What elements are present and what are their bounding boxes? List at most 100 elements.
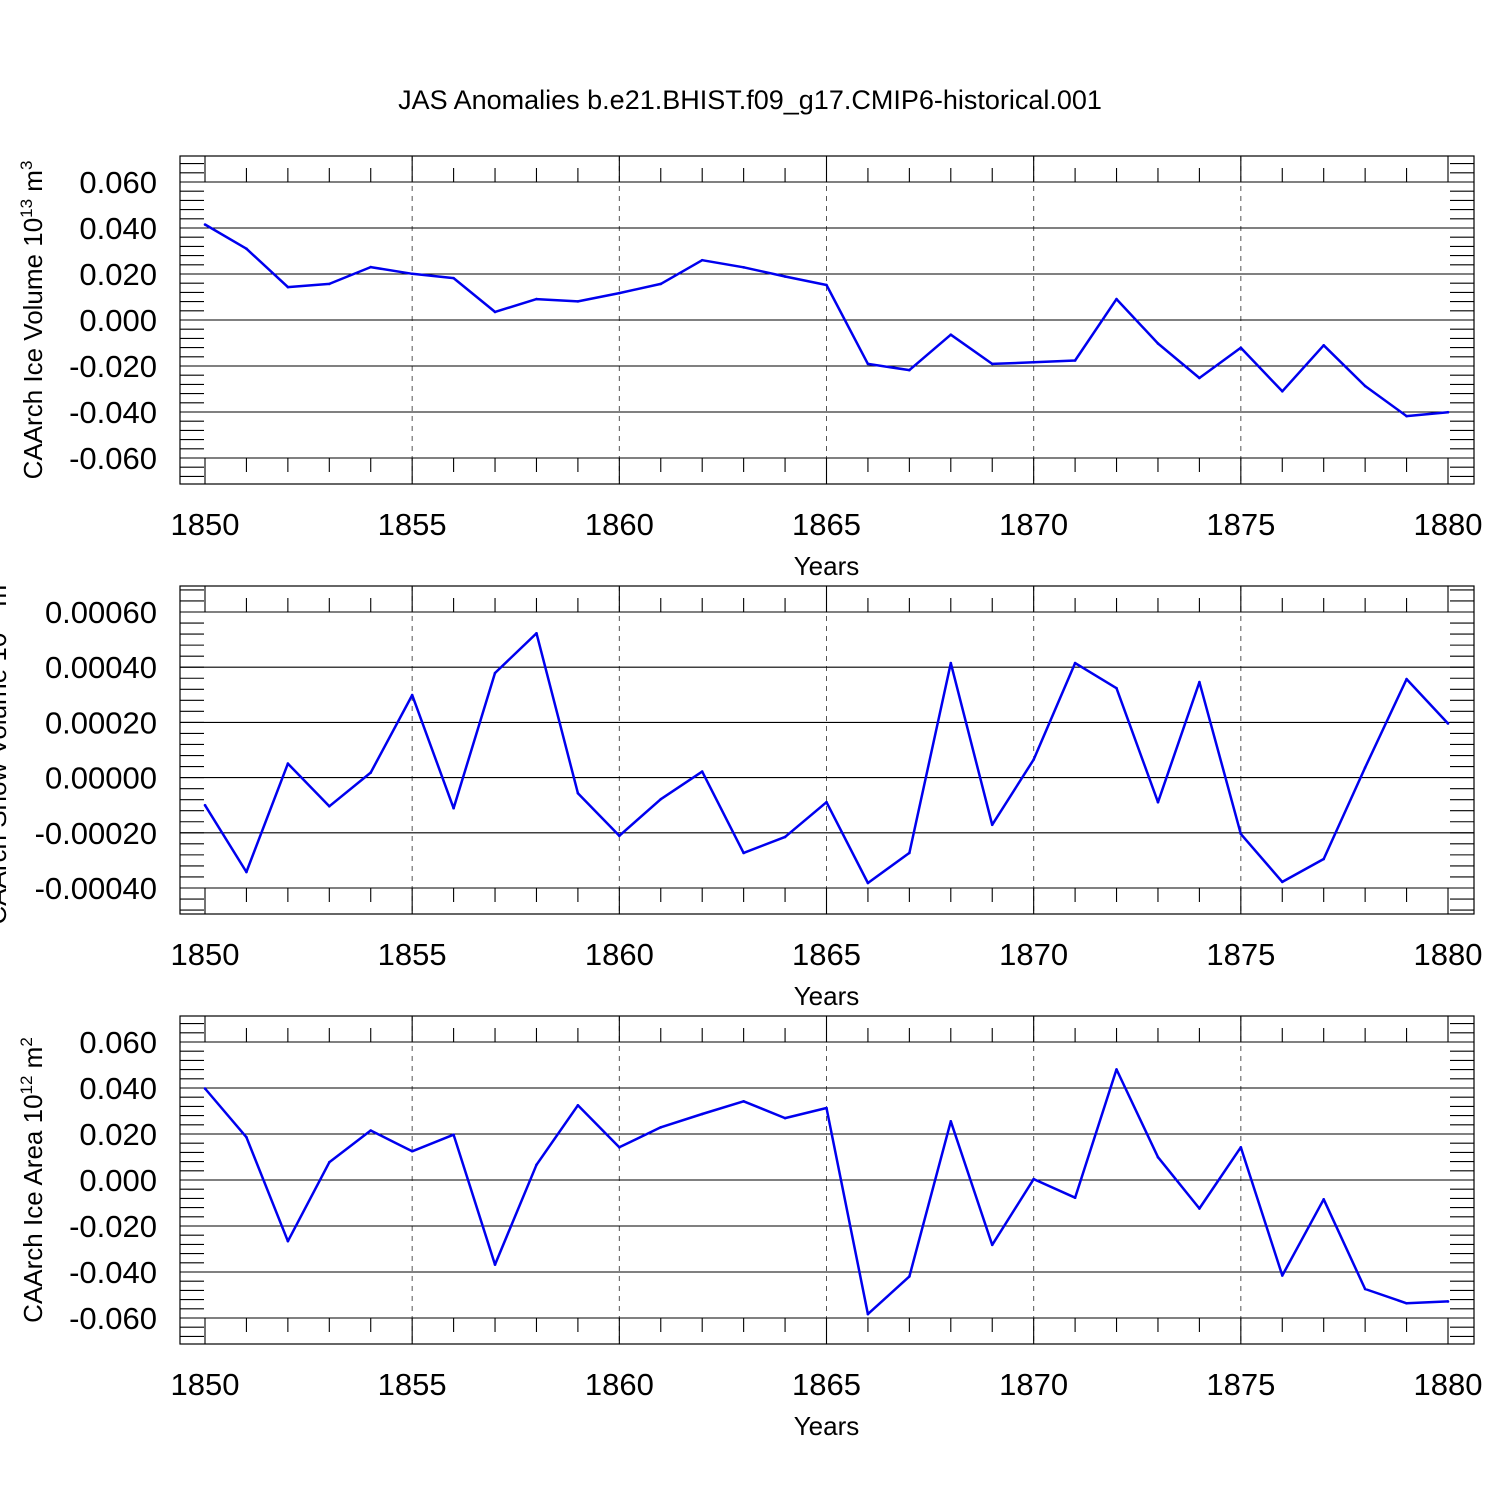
data-point: [535, 631, 538, 635]
data-point: [1032, 758, 1035, 761]
data-point: [203, 223, 207, 226]
y-axis-label-unit: m: [0, 585, 12, 614]
data-point: [245, 870, 248, 874]
x-tick-label: 1880: [1414, 937, 1483, 972]
x-axis-label: Years: [794, 1411, 860, 1441]
y-tick-label: 0.00000: [45, 761, 157, 796]
data-point: [1115, 686, 1118, 690]
data-point: [659, 1126, 663, 1129]
y-tick-label: -0.020: [69, 349, 157, 384]
data-point: [1073, 661, 1077, 665]
data-point: [1446, 410, 1450, 414]
y-tick-label: 0.00020: [45, 705, 157, 740]
x-tick-label: 1850: [171, 507, 240, 542]
panel-1: 0.060 0.040 0.020 0.000 -0.020 -0.040 -0.060 18…: [17, 155, 1483, 581]
data-point: [659, 282, 663, 286]
data-point: [1239, 346, 1243, 350]
data-point: [949, 661, 953, 665]
data-point: [493, 310, 497, 314]
data-point: [369, 265, 373, 269]
x-tick-label: 1880: [1414, 507, 1483, 542]
data-point: [1280, 390, 1284, 393]
data-point: [1322, 1198, 1325, 1201]
data-point: [286, 1239, 290, 1243]
data-point: [286, 762, 290, 765]
y-axis-label-text: CAArch Ice Area 10: [18, 1094, 48, 1322]
y-tick-label: -0.00040: [35, 871, 157, 906]
x-tick-label: 1865: [792, 937, 861, 972]
data-point: [1198, 376, 1201, 380]
y-tick-label: 0.040: [79, 211, 157, 246]
x-tick-label: 1855: [378, 507, 447, 542]
data-point: [1363, 1287, 1367, 1291]
y-tick-label: 0.060: [79, 1025, 157, 1060]
data-point: [452, 1133, 455, 1136]
data-point: [245, 247, 248, 250]
y-tick-label: 0.040: [79, 1071, 157, 1106]
data-point: [1280, 880, 1284, 884]
data-point: [618, 834, 621, 838]
data-point: [1115, 1068, 1118, 1071]
data-point: [825, 1106, 828, 1110]
data-point: [742, 1100, 745, 1103]
x-tick-label: 1850: [171, 937, 240, 972]
data-point: [576, 791, 580, 795]
y-axis-label: CAArch Snow Volume 1013 m3: [0, 575, 12, 924]
data-point: [949, 333, 953, 337]
data-point: [990, 362, 994, 366]
y-axis-label: CAArch Ice Volume 1013 m3: [17, 161, 48, 480]
data-point: [783, 835, 787, 839]
y-tick-label: -0.040: [69, 1255, 157, 1290]
data-point: [245, 1135, 248, 1139]
data-point: [866, 881, 870, 885]
data-point: [535, 297, 538, 301]
data-point: [866, 1312, 870, 1316]
y-tick-label: -0.00020: [35, 816, 157, 851]
data-point: [908, 368, 911, 372]
data-point: [990, 1243, 994, 1247]
data-point: [866, 362, 870, 366]
data-point: [493, 1263, 497, 1266]
data-point: [1239, 1146, 1243, 1149]
data-point: [452, 276, 455, 280]
data-point: [783, 1116, 787, 1120]
data-point: [783, 275, 787, 278]
data-point: [908, 851, 911, 855]
data-point: [949, 1120, 953, 1123]
x-tick-label: 1870: [999, 507, 1068, 542]
data-point: [1156, 800, 1160, 804]
y-axis-label-unit: m: [18, 1047, 48, 1076]
data-point: [1322, 857, 1325, 861]
data-point: [328, 282, 331, 286]
y-tick-label: 0.020: [79, 257, 157, 292]
x-tick-label: 1860: [585, 1367, 654, 1402]
data-point: [825, 800, 828, 804]
data-point: [618, 1146, 621, 1149]
data-point: [286, 285, 290, 289]
x-tick-label: 1860: [585, 507, 654, 542]
data-point: [1405, 414, 1408, 418]
data-point: [1239, 832, 1243, 836]
panel-2: 0.00060 0.00040 0.00020 0.00000 -0.00020 -0.0…: [0, 575, 1483, 1011]
data-point: [1073, 1196, 1077, 1200]
data-point: [328, 805, 331, 808]
y-tick-label: -0.020: [69, 1209, 157, 1244]
data-point: [659, 797, 663, 801]
data-point: [825, 283, 828, 287]
y-axis-label-unit-exponent: 3: [17, 161, 36, 170]
data-point: [203, 1087, 207, 1090]
data-point: [1280, 1274, 1284, 1277]
data-point: [1446, 1300, 1450, 1303]
y-axis-label-exponent: 13: [17, 199, 36, 218]
x-tick-label: 1870: [999, 1367, 1068, 1402]
x-tick-label: 1875: [1206, 507, 1275, 542]
data-point: [203, 803, 207, 807]
y-tick-label: 0.060: [79, 165, 157, 200]
data-point: [328, 1160, 331, 1164]
y-tick-label: 0.00060: [45, 595, 157, 630]
x-tick-label: 1875: [1206, 937, 1275, 972]
y-axis-label-unit: m: [18, 170, 48, 199]
data-point: [410, 693, 414, 697]
data-point: [1115, 297, 1118, 301]
